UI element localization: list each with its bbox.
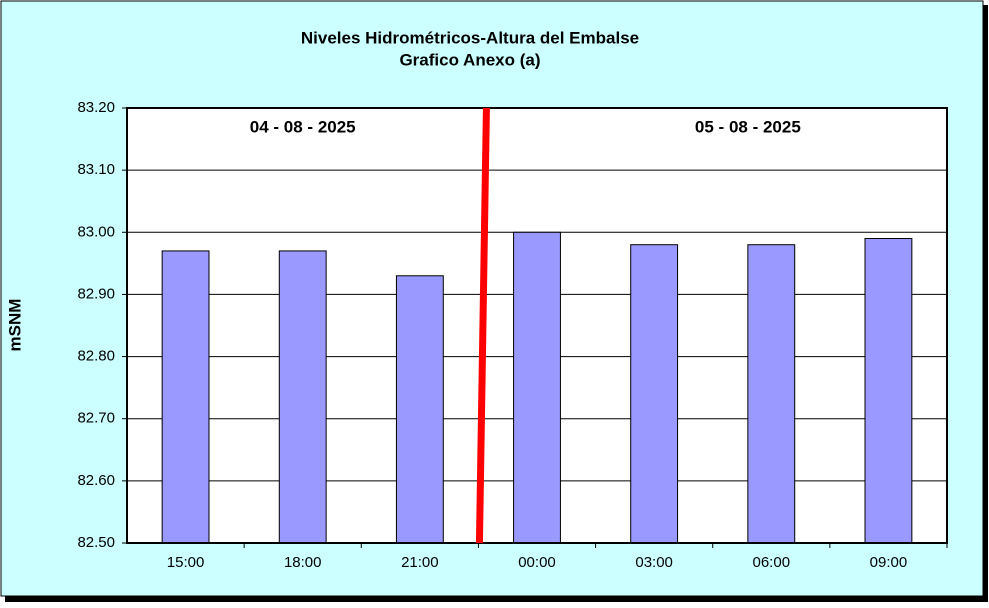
day-separator [475, 107, 490, 544]
x-tick-label: 03:00 [635, 554, 673, 571]
chart-subtitle: Grafico Anexo (a) [399, 50, 540, 69]
plot-border [126, 107, 948, 544]
bar [864, 238, 913, 544]
y-tick-label: 82.50 [77, 534, 115, 551]
y-axis-label: mSNM [5, 299, 24, 352]
bar [395, 275, 444, 544]
y-tick-label: 82.80 [77, 348, 115, 365]
x-tick-label: 06:00 [753, 554, 791, 571]
x-tick-label: 18:00 [284, 554, 322, 571]
y-tick-label: 83.20 [77, 99, 115, 116]
bar [513, 231, 561, 544]
y-tick-label: 83.10 [77, 161, 115, 178]
annotation: 04 - 08 - 2025 [250, 117, 356, 136]
bar [630, 244, 679, 544]
x-tick-label: 15:00 [167, 554, 205, 571]
annotation: 05 - 08 - 2025 [695, 117, 801, 136]
y-tick-label: 83.00 [77, 223, 115, 240]
chart-title: Niveles Hidrométricos-Altura del Embalse [301, 28, 639, 47]
x-tick-label: 00:00 [518, 554, 556, 571]
y-tick-label: 82.60 [77, 472, 115, 489]
x-tick-label: 09:00 [870, 554, 908, 571]
y-tick-label: 82.70 [77, 410, 115, 427]
bar [278, 250, 327, 544]
bar [747, 244, 796, 544]
x-tick-label: 21:00 [401, 554, 439, 571]
bar [161, 250, 210, 544]
y-tick-label: 82.90 [77, 285, 115, 302]
